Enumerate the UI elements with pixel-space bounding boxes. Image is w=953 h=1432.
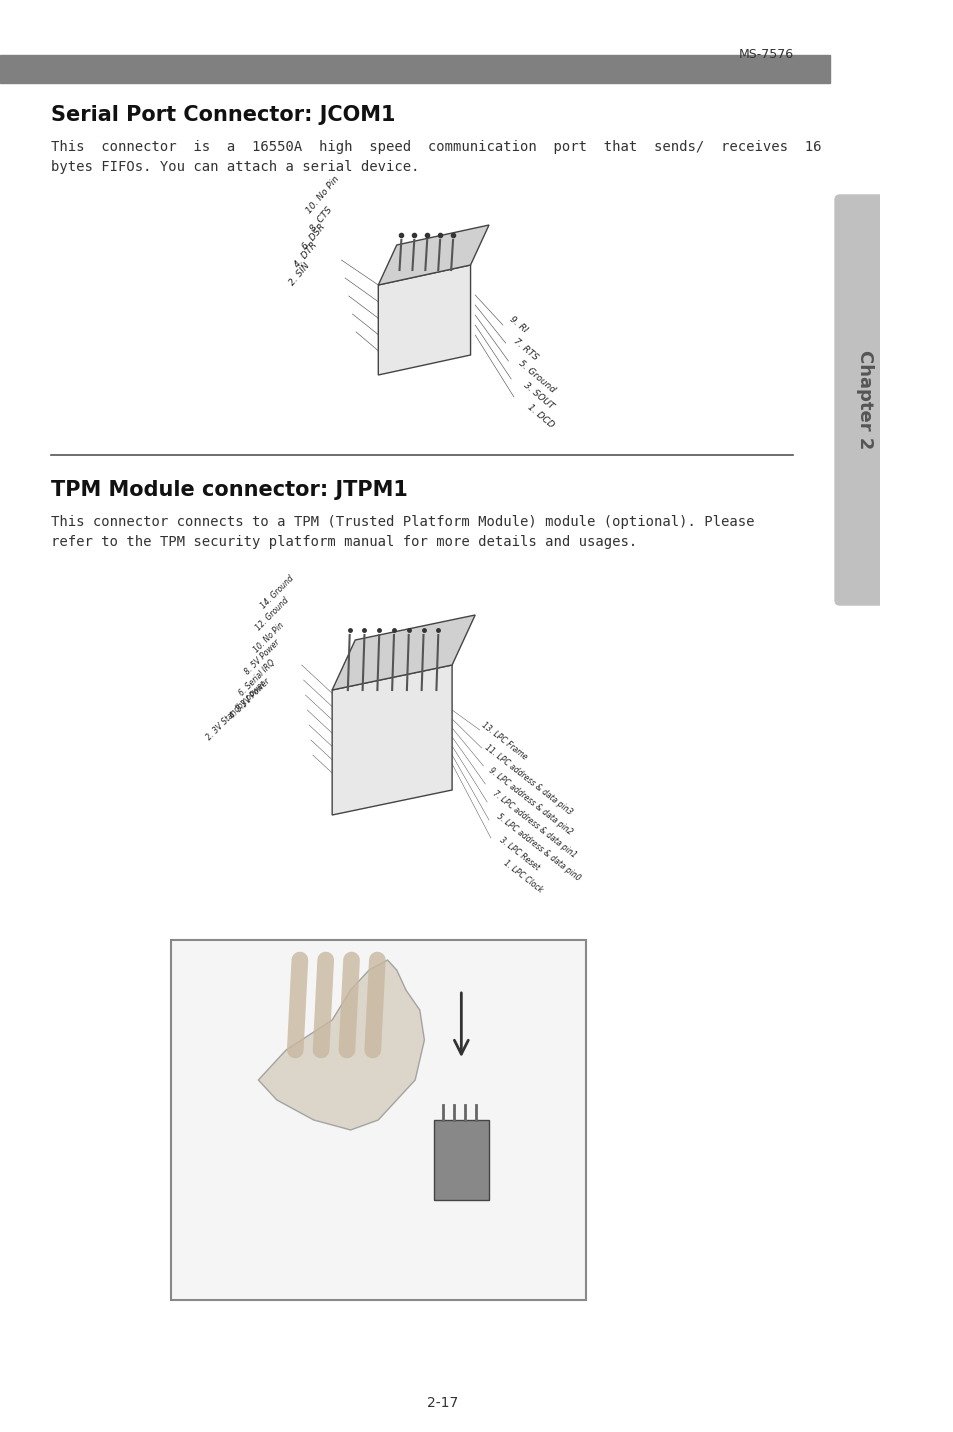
FancyBboxPatch shape <box>171 939 585 1300</box>
Text: 10. No Pin: 10. No Pin <box>305 173 341 215</box>
Text: 10. No Pin: 10. No Pin <box>252 620 286 654</box>
Text: This  connector  is  a  16550A  high  speed  communication  port  that  sends/  : This connector is a 16550A high speed co… <box>51 140 821 155</box>
Text: 3. LPC Reset: 3. LPC Reset <box>497 835 541 872</box>
Text: 5. LPC address & data pin0: 5. LPC address & data pin0 <box>494 812 581 882</box>
Text: 3. SOUT: 3. SOUT <box>520 381 555 411</box>
Text: 7. RTS: 7. RTS <box>512 337 539 362</box>
Polygon shape <box>378 225 489 285</box>
Text: 12. Ground: 12. Ground <box>253 596 291 632</box>
Text: 5. Ground: 5. Ground <box>517 359 557 395</box>
Text: Chapter 2: Chapter 2 <box>855 351 873 450</box>
Polygon shape <box>258 959 424 1130</box>
Text: 11. LPC address & data pin3: 11. LPC address & data pin3 <box>483 743 574 816</box>
Text: 8. 5V Power: 8. 5V Power <box>243 637 281 676</box>
Text: This connector connects to a TPM (Trusted Platform Module) module (optional). Pl: This connector connects to a TPM (Truste… <box>51 516 754 528</box>
Text: 2. SIN: 2. SIN <box>288 261 312 286</box>
Text: 6. Serial IRQ: 6. Serial IRQ <box>237 659 276 697</box>
Polygon shape <box>332 664 452 815</box>
Text: 14. Ground: 14. Ground <box>258 573 294 610</box>
Text: 7. LPC address & data pin1: 7. LPC address & data pin1 <box>491 789 578 859</box>
Polygon shape <box>378 265 470 375</box>
Text: MS-7576: MS-7576 <box>738 49 793 62</box>
Text: 9. LPC address & data pin2: 9. LPC address & data pin2 <box>487 766 574 836</box>
Bar <box>434 1120 489 1200</box>
Text: 1. DCD: 1. DCD <box>525 402 556 430</box>
Text: 2. 3V Standby power: 2. 3V Standby power <box>205 679 267 742</box>
Text: 4. DTR: 4. DTR <box>293 241 319 269</box>
Text: TPM Module connector: JTPM1: TPM Module connector: JTPM1 <box>51 480 407 500</box>
Text: Serial Port Connector: JCOM1: Serial Port Connector: JCOM1 <box>51 105 395 125</box>
Polygon shape <box>332 614 475 690</box>
Text: 13. LPC Frame: 13. LPC Frame <box>479 720 528 762</box>
Text: 1. LPC Clock: 1. LPC Clock <box>501 858 544 894</box>
Text: 6. DSR: 6. DSR <box>300 222 326 251</box>
Text: 9. RI: 9. RI <box>507 315 528 335</box>
Text: refer to the TPM security platform manual for more details and usages.: refer to the TPM security platform manua… <box>51 536 637 548</box>
Bar <box>0 54 829 83</box>
Text: bytes FIFOs. You can attach a serial device.: bytes FIFOs. You can attach a serial dev… <box>51 160 418 175</box>
Text: 4. 3.3V Power: 4. 3.3V Power <box>229 676 272 720</box>
Text: 8. CTS: 8. CTS <box>308 205 334 233</box>
Text: 2-17: 2-17 <box>427 1396 458 1411</box>
FancyBboxPatch shape <box>834 195 884 604</box>
